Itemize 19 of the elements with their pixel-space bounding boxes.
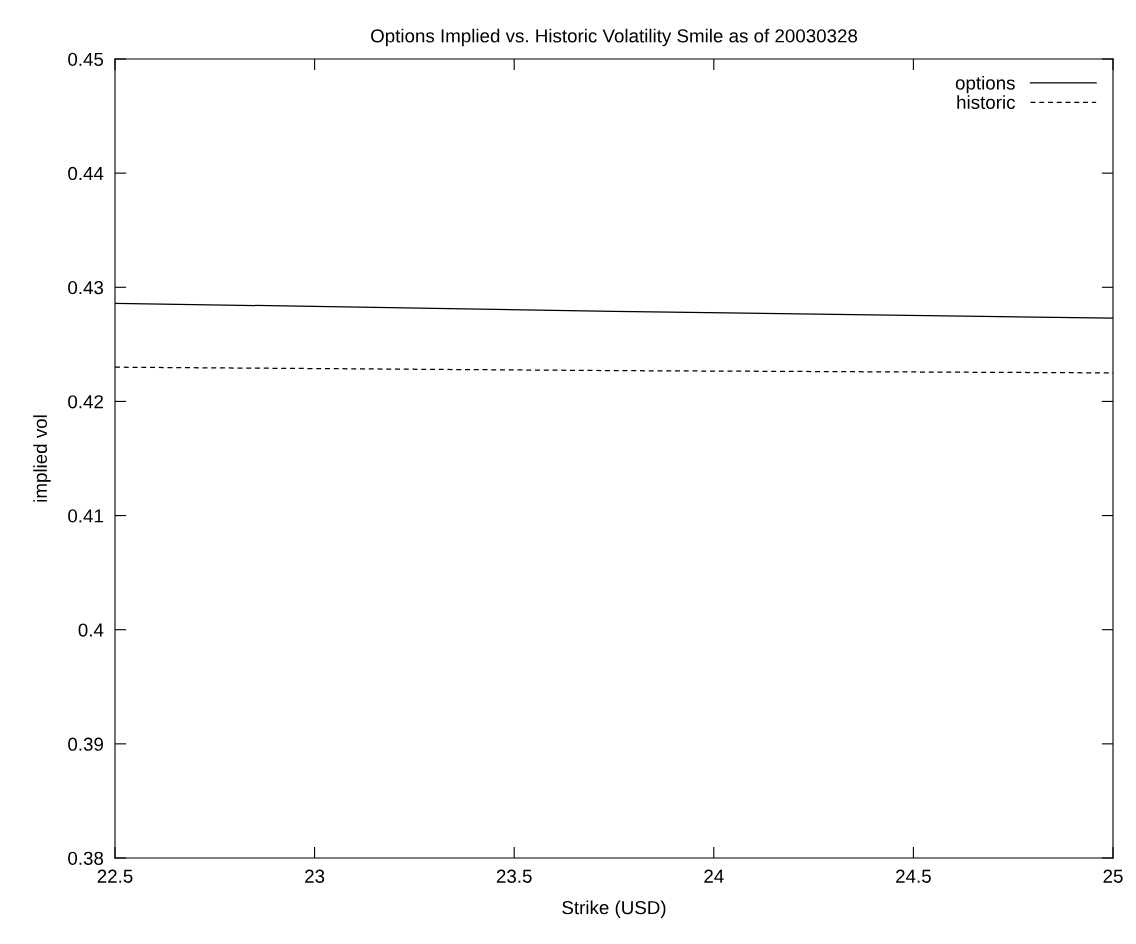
y-tick-label: 0.38	[68, 851, 104, 865]
legend-label: options	[955, 75, 1015, 94]
x-axis-title: Strike (USD)	[562, 900, 666, 918]
y-tick-label: 0.44	[68, 166, 104, 181]
x-tick-label: 23.5	[496, 869, 532, 883]
x-tick-label: 23	[305, 869, 325, 883]
x-tick-label: 22.5	[97, 869, 133, 883]
y-tick-label: 0.45	[68, 52, 104, 66]
x-tick-label: 24	[704, 869, 724, 883]
chart-title: Options Implied vs. Historic Volatility Smile as of 20030328	[371, 28, 858, 47]
x-tick-label: 25	[1103, 869, 1123, 883]
x-tick-label: 24.5	[896, 869, 931, 883]
y-tick-label: 0.41	[68, 509, 103, 523]
y-tick-label: 0.4	[78, 623, 104, 637]
y-axis-title: implied vol	[33, 415, 51, 502]
y-tick-label: 0.39	[68, 737, 103, 751]
y-tick-label: 0.42	[68, 395, 103, 409]
legend-label: historic	[957, 95, 1016, 109]
y-tick-label: 0.43	[68, 280, 104, 295]
